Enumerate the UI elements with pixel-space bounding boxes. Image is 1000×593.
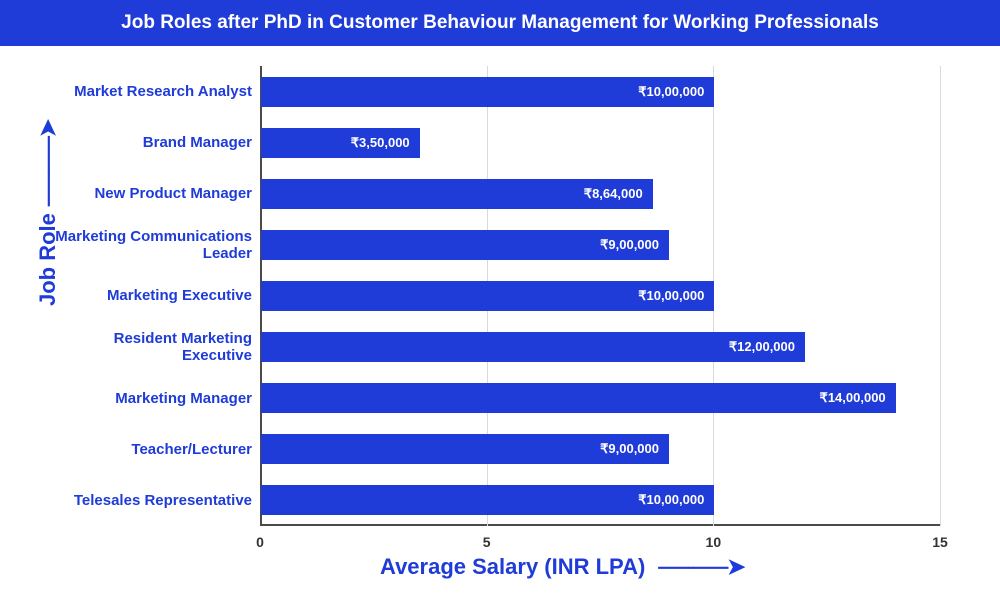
- category-label: Resident Marketing Executive: [52, 332, 252, 362]
- category-label: Marketing Manager: [52, 383, 252, 413]
- bar-value-label: ₹10,00,000: [638, 492, 704, 508]
- bar-value-label: ₹9,00,000: [600, 441, 659, 457]
- x-tick-label: 0: [256, 534, 264, 550]
- bar: ₹3,50,000: [261, 128, 420, 158]
- bars-group: ₹10,00,000 ₹3,50,000 ₹8,64,000 ₹9,00,000 ₹10…: [260, 66, 940, 526]
- category-label: Brand Manager: [52, 128, 252, 158]
- bar-value-label: ₹3,50,000: [351, 135, 410, 151]
- bar-value-label: ₹14,00,000: [820, 390, 886, 406]
- bar-value-label: ₹8,64,000: [584, 186, 643, 202]
- bar: ₹8,64,000: [261, 179, 653, 209]
- category-label: Marketing Communications Leader: [52, 230, 252, 260]
- bar: ₹12,00,000: [261, 332, 805, 362]
- x-tick-label: 5: [483, 534, 491, 550]
- x-tick-label: 10: [706, 534, 722, 550]
- bar: ₹10,00,000: [261, 281, 714, 311]
- bar: ₹10,00,000: [261, 485, 714, 515]
- category-label: Teacher/Lecturer: [52, 434, 252, 464]
- header-bar: Job Roles after PhD in Customer Behaviou…: [0, 0, 1000, 46]
- bar-value-label: ₹10,00,000: [638, 288, 704, 304]
- page-title: Job Roles after PhD in Customer Behaviou…: [121, 12, 879, 34]
- bar: ₹9,00,000: [261, 230, 669, 260]
- x-axis-label-text: Average Salary (INR LPA): [380, 554, 645, 579]
- bar-value-label: ₹9,00,000: [600, 237, 659, 253]
- grid-line: [940, 66, 941, 526]
- category-label: Marketing Executive: [52, 281, 252, 311]
- x-tick-label: 15: [932, 534, 948, 550]
- bar: ₹10,00,000: [261, 77, 714, 107]
- category-label: Telesales Representative: [52, 485, 252, 515]
- arrow-right-icon: ⸺⸺➤: [657, 554, 743, 579]
- chart-area: Job Role ⸺⸺➤ Average Salary (INR LPA) ⸺⸺…: [0, 46, 1000, 593]
- plot-region: 051015 ₹10,00,000₹3,50,000₹8,64,000₹9,00…: [260, 66, 940, 526]
- bar-value-label: ₹10,00,000: [638, 84, 704, 100]
- x-axis-label: Average Salary (INR LPA) ⸺⸺➤: [380, 549, 744, 581]
- category-label: New Product Manager: [52, 179, 252, 209]
- category-label: Market Research Analyst: [52, 77, 252, 107]
- bar: ₹9,00,000: [261, 434, 669, 464]
- bar-value-label: ₹12,00,000: [729, 339, 795, 355]
- bar: ₹14,00,000: [261, 383, 896, 413]
